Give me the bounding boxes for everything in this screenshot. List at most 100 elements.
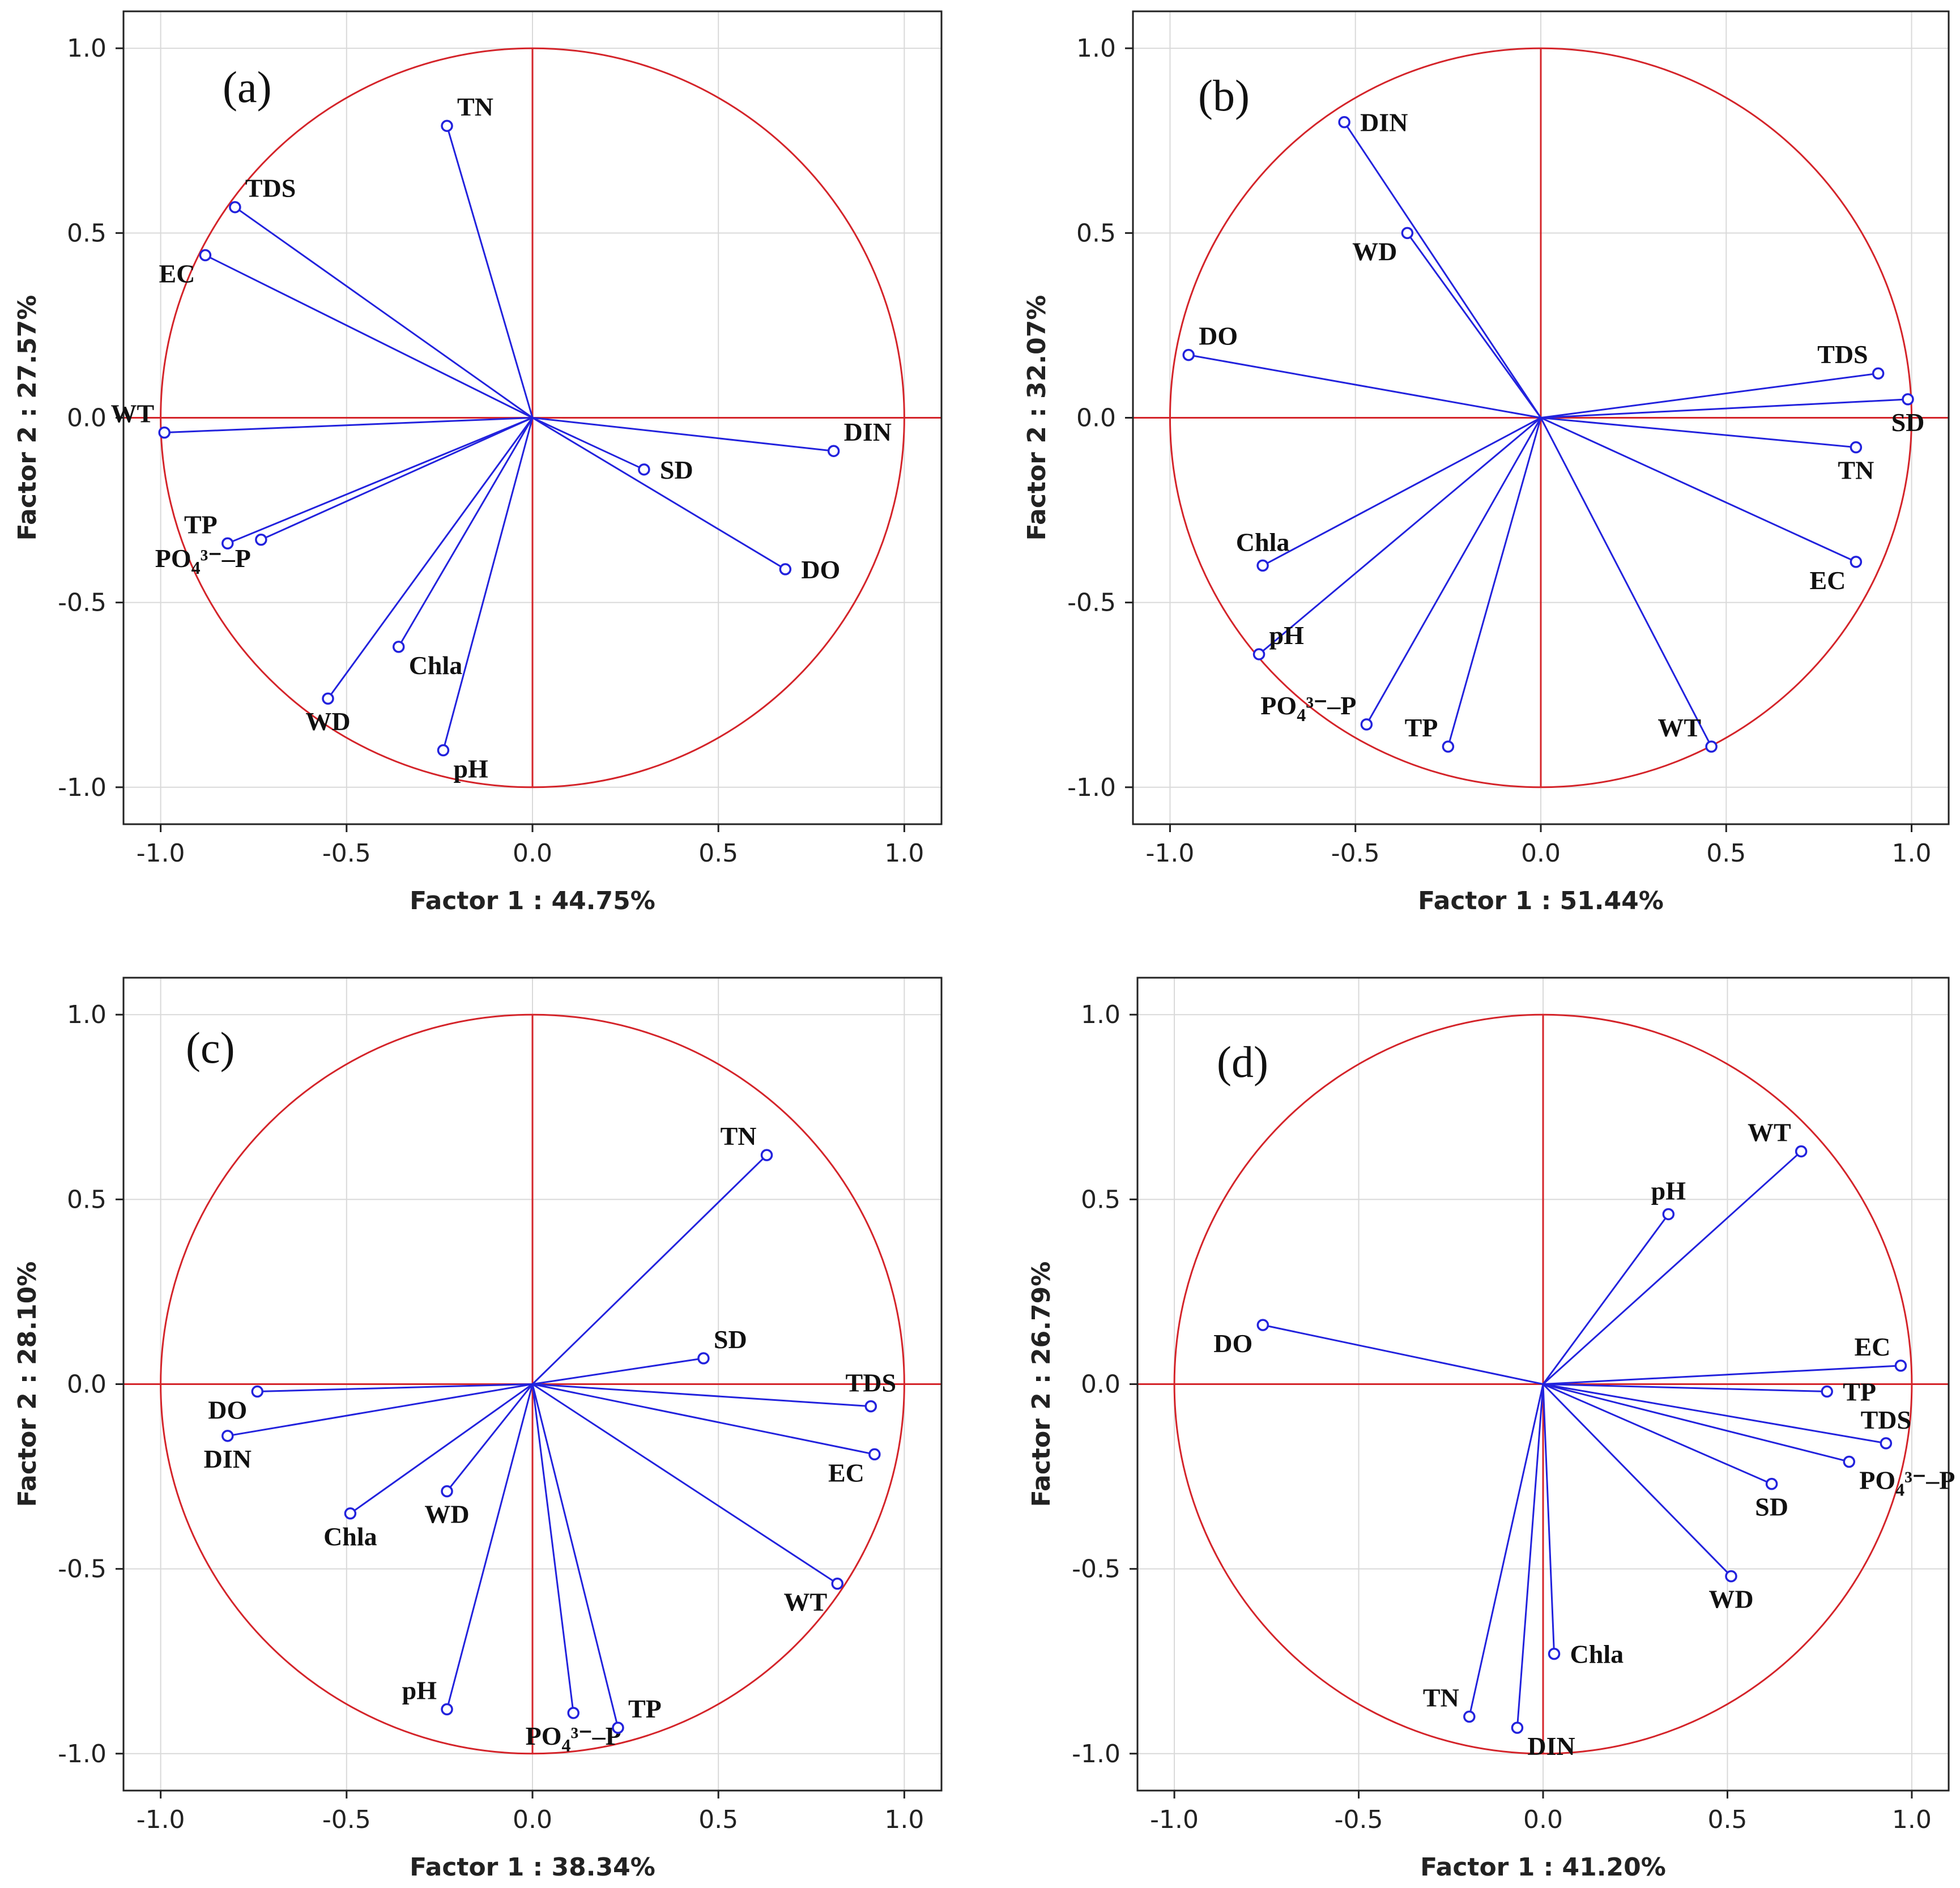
x-axis-title: Factor 1 : 41.20% <box>1420 1853 1666 1882</box>
variable-label-TDS: TDS <box>1861 1405 1911 1434</box>
loading-vector-Chla <box>350 1383 533 1515</box>
y-tick-label: 0.5 <box>1081 1185 1120 1214</box>
loading-point-Chla <box>1548 1647 1561 1660</box>
loading-vector-pH <box>1542 1213 1669 1385</box>
loading-point-Chla <box>1256 559 1269 572</box>
loading-vector-TP <box>1447 417 1542 747</box>
loading-point-TP <box>1821 1385 1833 1398</box>
variable-label-TDS: TDS <box>1817 340 1868 369</box>
variable-label-WD: WD <box>1352 237 1397 266</box>
variable-label-TP: TP <box>1843 1378 1876 1407</box>
y-tick-label: -1.0 <box>1067 773 1116 802</box>
loading-point-WT <box>158 426 171 439</box>
loading-vector-SD <box>1540 398 1908 419</box>
variable-label-pH: pH <box>1651 1176 1686 1205</box>
x-tick-label: 0.0 <box>1521 839 1561 868</box>
loading-vector-WT <box>1542 1150 1802 1385</box>
x-tick-label: 0.5 <box>1707 1805 1747 1834</box>
loading-vector-pH <box>442 417 534 751</box>
y-tick-label: -1.0 <box>58 1740 106 1768</box>
loading-point-pH <box>1252 648 1266 660</box>
y-tick-label: -0.5 <box>58 589 106 617</box>
variable-label-DIN: DIN <box>204 1444 252 1473</box>
x-tick-label: 1.0 <box>884 839 924 868</box>
y-tick-label: 1.0 <box>1081 1000 1120 1029</box>
x-tick-label: 1.0 <box>884 1805 924 1834</box>
variable-label-SD: SD <box>1755 1493 1788 1522</box>
variable-label-EC: EC <box>828 1458 864 1487</box>
loading-point-TDS <box>864 1400 877 1413</box>
loading-vector-Chla <box>1262 417 1541 566</box>
loading-vector-TDS <box>1540 372 1878 419</box>
x-tick-label: -1.0 <box>137 1805 185 1834</box>
variable-label-DIN: DIN <box>1527 1732 1575 1761</box>
loading-point-TN <box>1463 1710 1476 1723</box>
y-tick-label: -0.5 <box>1072 1555 1120 1584</box>
loading-vector-pH <box>1258 417 1541 655</box>
x-tick-label: -1.0 <box>1150 1805 1199 1834</box>
y-axis-title: Factor 2 : 26.79% <box>1027 1261 1056 1507</box>
variable-label-Chla: Chla <box>1570 1640 1624 1669</box>
x-tick-label: 0.0 <box>513 1805 552 1834</box>
loading-vector-TN <box>1540 417 1856 449</box>
loading-point-PO4-P <box>1843 1455 1856 1468</box>
variable-label-Chla: Chla <box>409 651 463 680</box>
variable-label-EC: EC <box>1809 566 1846 595</box>
variable-label-SD: SD <box>714 1325 747 1354</box>
x-axis-title: Factor 1 : 51.44% <box>1418 887 1664 915</box>
loading-vector-SD <box>1543 1383 1772 1485</box>
loading-point-TDS <box>1880 1437 1893 1450</box>
loading-vector-EC <box>204 254 533 419</box>
loading-point-WT <box>1705 740 1718 753</box>
loading-vector-PO4-P <box>1366 417 1542 725</box>
x-tick-label: -0.5 <box>322 1805 371 1834</box>
chart-panel-4: -1.0 -1.0 -0.5 -0.5 0.0 0.0 0.5 0.5 1.0 1.0 Factor… <box>1027 977 1955 1882</box>
variable-label-PO4-P: PO4³⁻–P <box>1859 1465 1955 1499</box>
loading-point-TP <box>612 1721 624 1734</box>
loading-point-TP <box>1442 740 1455 753</box>
loading-point-DIN <box>221 1430 234 1442</box>
y-tick-label: -0.5 <box>58 1555 106 1584</box>
variable-label-Chla: Chla <box>323 1522 377 1551</box>
loading-vector-TN <box>1468 1384 1544 1717</box>
loading-point-EC <box>868 1448 881 1461</box>
variable-label-TN: TN <box>1838 456 1874 485</box>
variable-label-WT: WT <box>1748 1118 1791 1147</box>
variable-label-WD: WD <box>1708 1585 1753 1614</box>
panel-label: (d) <box>1217 1037 1268 1086</box>
loading-point-pH <box>1662 1208 1675 1221</box>
loading-point-WD <box>441 1485 453 1498</box>
y-tick-label: 0.5 <box>67 219 106 248</box>
variable-label-PO4-P: PO4³⁻–P <box>155 544 251 578</box>
variable-label-Chla: Chla <box>1236 527 1290 556</box>
loading-point-DO <box>251 1385 264 1398</box>
variable-label-TDS: TDS <box>245 174 296 203</box>
loading-point-DIN <box>827 445 840 457</box>
loading-point-WT <box>831 1577 843 1590</box>
y-tick-label: 1.0 <box>67 1000 106 1029</box>
loading-vector-WT <box>164 417 533 434</box>
loading-point-pH <box>441 1703 453 1716</box>
loading-point-Chla <box>344 1507 357 1520</box>
loading-vector-SD <box>532 417 645 471</box>
x-axis-title: Factor 1 : 44.75% <box>410 887 655 915</box>
loading-vector-pH <box>446 1384 534 1710</box>
loading-point-SD <box>1765 1477 1778 1490</box>
x-tick-label: -1.0 <box>137 839 185 868</box>
variable-label-DO: DO <box>1199 322 1238 351</box>
x-tick-label: 1.0 <box>1892 1805 1932 1834</box>
loading-vector-DIN <box>1343 121 1542 419</box>
x-tick-label: -0.5 <box>1331 839 1380 868</box>
y-tick-label: -1.0 <box>1072 1740 1120 1768</box>
loading-point-EC <box>199 249 212 262</box>
loading-point-DO <box>1256 1319 1269 1331</box>
variable-label-EC: EC <box>159 259 195 288</box>
loading-point-DO <box>779 563 792 576</box>
loading-point-TDS <box>1872 367 1885 380</box>
variable-label-WD: WD <box>424 1500 469 1529</box>
y-axis-title: Factor 2 : 28.10% <box>13 1261 42 1507</box>
loading-vector-DIN <box>227 1383 533 1437</box>
variable-label-DO: DO <box>1213 1329 1252 1358</box>
y-axis-title: Factor 2 : 27.57% <box>13 295 42 541</box>
loading-vector-TDS <box>235 206 533 419</box>
